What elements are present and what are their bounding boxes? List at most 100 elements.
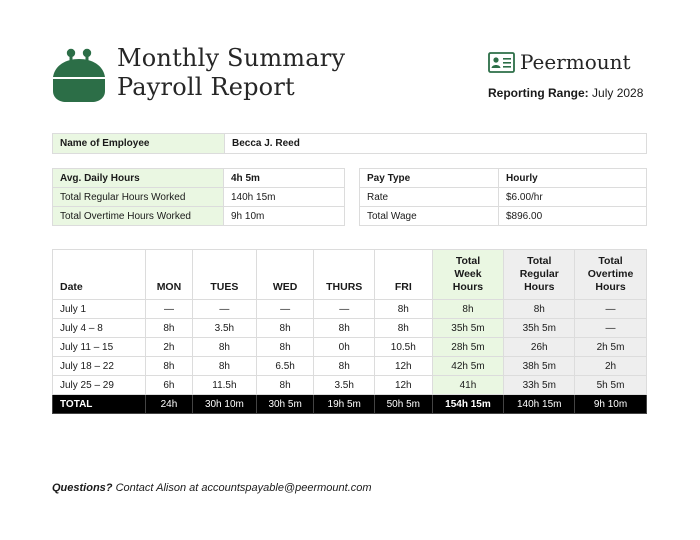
cell-mon: —	[145, 299, 193, 319]
employee-row: Name of Employee Becca J. Reed	[52, 133, 647, 154]
cell-mon: 8h	[145, 356, 193, 376]
employee-table: Name of Employee Becca J. Reed	[52, 133, 647, 154]
summary-value: 140h 15m	[223, 187, 345, 207]
col-mon: MON	[145, 249, 193, 300]
reporting-range-label: Reporting Range:	[488, 86, 589, 100]
coin-purse-icon	[53, 48, 105, 102]
title-line-2: Payroll Report	[117, 73, 295, 101]
header-line: Total	[455, 255, 481, 267]
total-week-hours: 154h 15m	[431, 394, 505, 414]
table-row: July 11 – 15 2h 8h 8h 0h 10.5h 28h 5m 26…	[52, 337, 647, 357]
pay-row: Rate $6.00/hr	[359, 187, 647, 207]
table-row: July 25 – 29 6h 11.5h 8h 3.5h 12h 41h 33…	[52, 375, 647, 395]
table-row: July 1 — — — — 8h 8h 8h —	[52, 299, 647, 319]
col-tue: TUES	[191, 249, 257, 300]
cell-mon: 6h	[145, 375, 193, 395]
total-regular-hours: 140h 15m	[503, 394, 576, 414]
header-line: Total	[527, 255, 552, 267]
id-card-icon	[488, 51, 515, 73]
summary-label: Total Regular Hours Worked	[52, 187, 224, 207]
col-wed: WED	[255, 249, 315, 300]
cell-total-overtime: —	[574, 318, 647, 338]
employee-label: Name of Employee	[52, 133, 225, 154]
cell-total-regular: 38h 5m	[503, 356, 576, 376]
header-line: Regular	[519, 268, 559, 280]
total-thu: 19h 5m	[313, 394, 376, 414]
cell-total-regular: 8h	[503, 299, 576, 319]
footer-contact: Contact Alison at accountspayable@peermo…	[112, 482, 372, 494]
cell-fri: 12h	[374, 375, 433, 395]
col-thu: THURS	[313, 249, 376, 300]
summary-row: Avg. Daily Hours 4h 5m	[52, 168, 345, 188]
header-line: Hours	[524, 281, 555, 293]
table-row: July 4 – 8 8h 3.5h 8h 8h 8h 35h 5m 35h 5…	[52, 318, 647, 338]
col-date: Date	[52, 249, 146, 300]
cell-date: July 1	[52, 299, 146, 319]
cell-wed: 8h	[255, 375, 315, 395]
header-line: Hours	[452, 281, 484, 293]
brand: Peermount	[488, 50, 631, 74]
col-total-week-hours: Total Week Hours	[431, 249, 505, 300]
cell-tue: 8h	[191, 356, 257, 376]
reporting-range-value: July 2028	[592, 86, 644, 100]
cell-tue: 3.5h	[191, 318, 257, 338]
cell-mon: 8h	[145, 318, 193, 338]
hours-summary-table: Avg. Daily Hours 4h 5m Total Regular Hou…	[52, 168, 345, 226]
cell-mon: 2h	[145, 337, 193, 357]
cell-total-regular: 26h	[503, 337, 576, 357]
cell-wed: —	[255, 299, 315, 319]
cell-thu: 8h	[313, 318, 376, 338]
cell-total-overtime: —	[574, 299, 647, 319]
summary-label: Avg. Daily Hours	[52, 168, 224, 188]
cell-fri: 8h	[374, 318, 433, 338]
title-line-1: Monthly Summary	[117, 44, 346, 72]
cell-total-regular: 33h 5m	[503, 375, 576, 395]
cell-thu: —	[313, 299, 376, 319]
summary-value: 4h 5m	[223, 168, 345, 188]
cell-fri: 12h	[374, 356, 433, 376]
cell-wed: 8h	[255, 318, 315, 338]
cell-total-week: 42h 5m	[431, 356, 505, 376]
cell-fri: 8h	[374, 299, 433, 319]
report-title: Monthly Summary Payroll Report	[117, 44, 345, 102]
cell-date: July 25 – 29	[52, 375, 146, 395]
total-overtime-hours: 9h 10m	[574, 394, 647, 414]
reporting-range: Reporting Range: July 2028	[488, 86, 643, 100]
weekly-hours-table: Date MON TUES WED THURS FRI Total Week H…	[52, 249, 647, 414]
footer-question: Questions?	[52, 482, 113, 494]
pay-value: $6.00/hr	[498, 187, 647, 207]
cell-tue: 8h	[191, 337, 257, 357]
pay-value: $896.00	[498, 206, 647, 226]
col-fri: FRI	[374, 249, 433, 300]
header-line: Overtime	[587, 268, 634, 280]
brand-name: Peermount	[520, 50, 631, 74]
header-line: Hours	[595, 281, 626, 293]
pay-row: Total Wage $896.00	[359, 206, 647, 226]
cell-wed: 6.5h	[255, 356, 315, 376]
contact-footer: Questions? Contact Alison at accountspay…	[52, 482, 372, 494]
pay-table: Pay Type Hourly Rate $6.00/hr Total Wage…	[359, 168, 647, 226]
cell-date: July 18 – 22	[52, 356, 146, 376]
header-line: Week	[454, 268, 482, 280]
cell-total-week: 28h 5m	[431, 337, 505, 357]
col-total-regular-hours: Total Regular Hours	[503, 249, 576, 300]
cell-total-regular: 35h 5m	[503, 318, 576, 338]
cell-thu: 3.5h	[313, 375, 376, 395]
cell-total-week: 35h 5m	[431, 318, 505, 338]
summary-label: Total Overtime Hours Worked	[52, 206, 224, 226]
cell-total-overtime: 5h 5m	[574, 375, 647, 395]
total-mon: 24h	[145, 394, 193, 414]
cell-total-week: 41h	[431, 375, 505, 395]
total-tue: 30h 10m	[191, 394, 257, 414]
total-row: TOTAL 24h 30h 10m 30h 5m 19h 5m 50h 5m 1…	[52, 394, 647, 414]
cell-tue: —	[191, 299, 257, 319]
table-header-row: Date MON TUES WED THURS FRI Total Week H…	[52, 249, 647, 300]
pay-label: Total Wage	[359, 206, 499, 226]
cell-date: July 4 – 8	[52, 318, 146, 338]
cell-tue: 11.5h	[191, 375, 257, 395]
total-wed: 30h 5m	[255, 394, 315, 414]
pay-label: Rate	[359, 187, 499, 207]
cell-thu: 0h	[313, 337, 376, 357]
pay-row: Pay Type Hourly	[359, 168, 647, 188]
pay-label: Pay Type	[359, 168, 499, 188]
